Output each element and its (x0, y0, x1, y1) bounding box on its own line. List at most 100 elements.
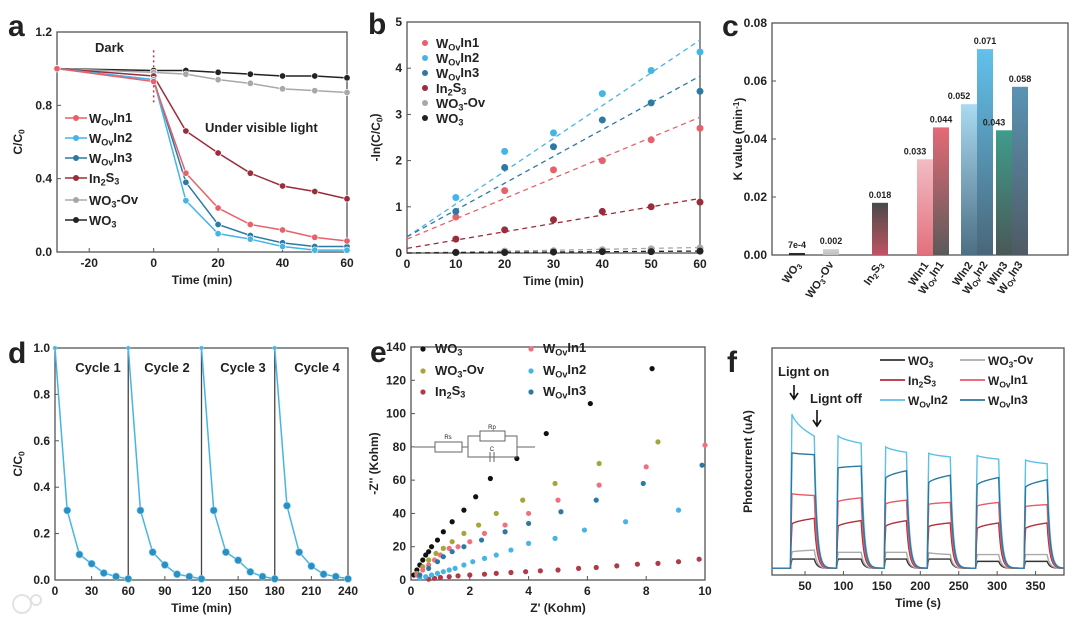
data-point (581, 527, 588, 533)
x-tick-label: 300 (987, 579, 1007, 593)
y-tick-label: 0.6 (33, 434, 50, 448)
data-point (311, 72, 319, 80)
y-tick-label: 0.02 (744, 190, 768, 204)
data-point (461, 562, 467, 568)
x-tick-label: 10 (449, 257, 463, 271)
legend-label: WOvIn3 (988, 393, 1028, 410)
data-point (501, 147, 509, 155)
data-point (197, 574, 206, 583)
data-point (455, 544, 461, 550)
legend-label: WO3 (436, 111, 463, 128)
data-point (446, 545, 452, 551)
x-tick-label: 30 (85, 584, 99, 598)
bar (789, 252, 805, 255)
x-axis-label: Time (min) (171, 601, 231, 615)
x-axis-label: Time (min) (172, 273, 232, 287)
data-point (598, 157, 606, 165)
photocurrent-trace (772, 451, 1065, 569)
fit-line (406, 197, 701, 250)
bar (917, 159, 933, 255)
data-point (675, 559, 682, 565)
legend-marker (422, 55, 428, 61)
data-point (455, 573, 461, 579)
legend-marker (528, 389, 534, 395)
data-point (124, 574, 133, 583)
data-point (319, 570, 328, 579)
y-tick-label: 4 (395, 61, 402, 75)
bar-value-label: 0.033 (904, 146, 927, 156)
data-point (598, 90, 606, 98)
data-point (214, 68, 222, 76)
data-point (214, 76, 222, 84)
data-point (596, 482, 602, 488)
x-tick-label: 120 (191, 584, 211, 598)
y-tick-label: 0.08 (744, 16, 768, 30)
circuit-label-c: C (490, 447, 495, 453)
y-axis-label: -Z'' (Kohm) (367, 432, 381, 494)
data-point (702, 442, 708, 448)
bar (872, 202, 888, 255)
legend-marker (73, 217, 79, 223)
y-tick-label: 0.06 (744, 74, 768, 88)
data-point (647, 203, 655, 211)
data-point (526, 520, 532, 527)
legend-label: WOvIn1 (543, 340, 586, 358)
data-point (558, 509, 564, 515)
data-point (634, 561, 640, 567)
data-point (696, 247, 704, 255)
data-point (246, 79, 254, 87)
legend-label: WO3 (89, 213, 116, 230)
data-point (258, 572, 267, 581)
data-point (343, 237, 351, 245)
y-tick-label: 140 (386, 340, 406, 354)
legend-label: WO3 (908, 354, 934, 370)
fit-line (406, 39, 701, 238)
data-point (214, 221, 222, 229)
data-point (426, 557, 432, 563)
photocurrent-trace (772, 549, 1065, 569)
bar (961, 104, 977, 255)
x-tick-label: 0 (52, 584, 59, 598)
data-point (552, 535, 558, 541)
watermark-logo (12, 594, 42, 614)
arrow-down-icon (812, 410, 822, 428)
data-point (643, 464, 649, 470)
data-point (182, 197, 190, 205)
data-point (550, 129, 557, 137)
series-line (56, 67, 348, 79)
annotation-light-off: Lignt off (810, 391, 863, 406)
plot-frame (410, 346, 706, 581)
data-point (53, 65, 61, 73)
data-point (470, 559, 476, 565)
bar-value-label: 0.002 (820, 236, 843, 246)
x-tick-label: 150 (872, 579, 892, 593)
data-point (478, 537, 485, 543)
annotation-light-on: Lignt on (778, 364, 829, 379)
data-point (449, 519, 455, 525)
data-point (493, 510, 499, 517)
panel-letter-e: e (370, 336, 387, 369)
legend-marker (73, 135, 79, 141)
data-point (150, 78, 158, 86)
bar (933, 127, 949, 255)
y-tick-label: 1.0 (33, 341, 50, 355)
data-point (655, 439, 661, 445)
data-point (555, 567, 561, 573)
data-point (428, 572, 435, 578)
legend-label: In2S3 (89, 170, 119, 188)
data-point (452, 194, 460, 202)
x-tick-label: 150 (228, 584, 248, 598)
category-label: WO3 (780, 260, 804, 287)
legend-marker (528, 368, 534, 374)
data-point (246, 70, 254, 78)
x-tick-label: 200 (910, 579, 930, 593)
y-tick-label: 120 (386, 373, 406, 387)
cycle-label: Cycle 4 (294, 360, 340, 375)
data-point (63, 506, 72, 515)
y-tick-label: 0.8 (35, 98, 52, 112)
data-point (214, 204, 222, 212)
arrow-down-icon (789, 385, 799, 401)
x-tick-label: 10 (698, 584, 712, 598)
legend-label: WO3 (435, 341, 462, 358)
data-point (647, 67, 655, 75)
